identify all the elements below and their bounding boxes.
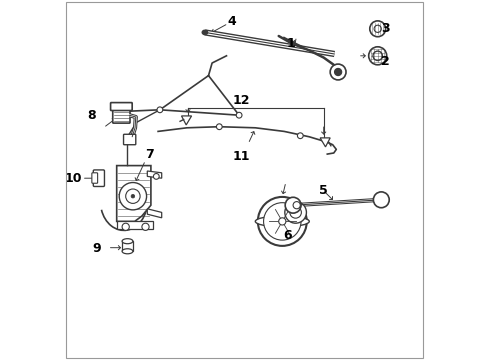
- Circle shape: [369, 21, 385, 37]
- Circle shape: [153, 174, 159, 179]
- Circle shape: [142, 223, 149, 230]
- Polygon shape: [147, 209, 162, 218]
- Circle shape: [284, 202, 306, 223]
- Text: 1: 1: [286, 37, 295, 50]
- Polygon shape: [117, 221, 152, 229]
- Text: 9: 9: [92, 242, 101, 255]
- Circle shape: [373, 25, 381, 32]
- Circle shape: [292, 202, 300, 209]
- Circle shape: [368, 47, 386, 65]
- Circle shape: [329, 64, 346, 80]
- FancyBboxPatch shape: [92, 173, 98, 183]
- Circle shape: [372, 51, 382, 60]
- Circle shape: [216, 124, 222, 130]
- Ellipse shape: [122, 249, 133, 254]
- Text: 11: 11: [232, 150, 249, 163]
- Polygon shape: [320, 138, 329, 147]
- Text: 10: 10: [64, 172, 82, 185]
- Polygon shape: [147, 171, 162, 178]
- Circle shape: [334, 68, 341, 76]
- Circle shape: [131, 194, 134, 198]
- Circle shape: [125, 189, 140, 203]
- Polygon shape: [181, 116, 191, 125]
- Circle shape: [289, 207, 301, 218]
- Ellipse shape: [117, 110, 123, 113]
- Text: 4: 4: [227, 15, 236, 28]
- Circle shape: [119, 183, 146, 210]
- Circle shape: [373, 192, 388, 208]
- Text: 6: 6: [283, 229, 291, 242]
- Text: 2: 2: [381, 55, 389, 68]
- Circle shape: [297, 133, 303, 139]
- Text: 7: 7: [144, 148, 153, 161]
- Circle shape: [285, 197, 301, 213]
- Circle shape: [122, 223, 129, 230]
- FancyBboxPatch shape: [123, 134, 136, 145]
- Bar: [122, 241, 133, 251]
- Ellipse shape: [255, 216, 309, 227]
- Text: 8: 8: [87, 109, 96, 122]
- Ellipse shape: [202, 30, 207, 35]
- Circle shape: [278, 218, 285, 225]
- Ellipse shape: [122, 239, 133, 244]
- Polygon shape: [117, 166, 151, 221]
- Circle shape: [157, 107, 163, 113]
- FancyBboxPatch shape: [93, 170, 104, 186]
- Circle shape: [263, 203, 301, 240]
- Circle shape: [236, 112, 242, 118]
- Circle shape: [257, 197, 306, 246]
- Text: 5: 5: [319, 184, 327, 197]
- Text: 12: 12: [232, 94, 249, 107]
- Text: 3: 3: [381, 22, 389, 35]
- FancyBboxPatch shape: [110, 103, 132, 111]
- FancyBboxPatch shape: [113, 107, 130, 123]
